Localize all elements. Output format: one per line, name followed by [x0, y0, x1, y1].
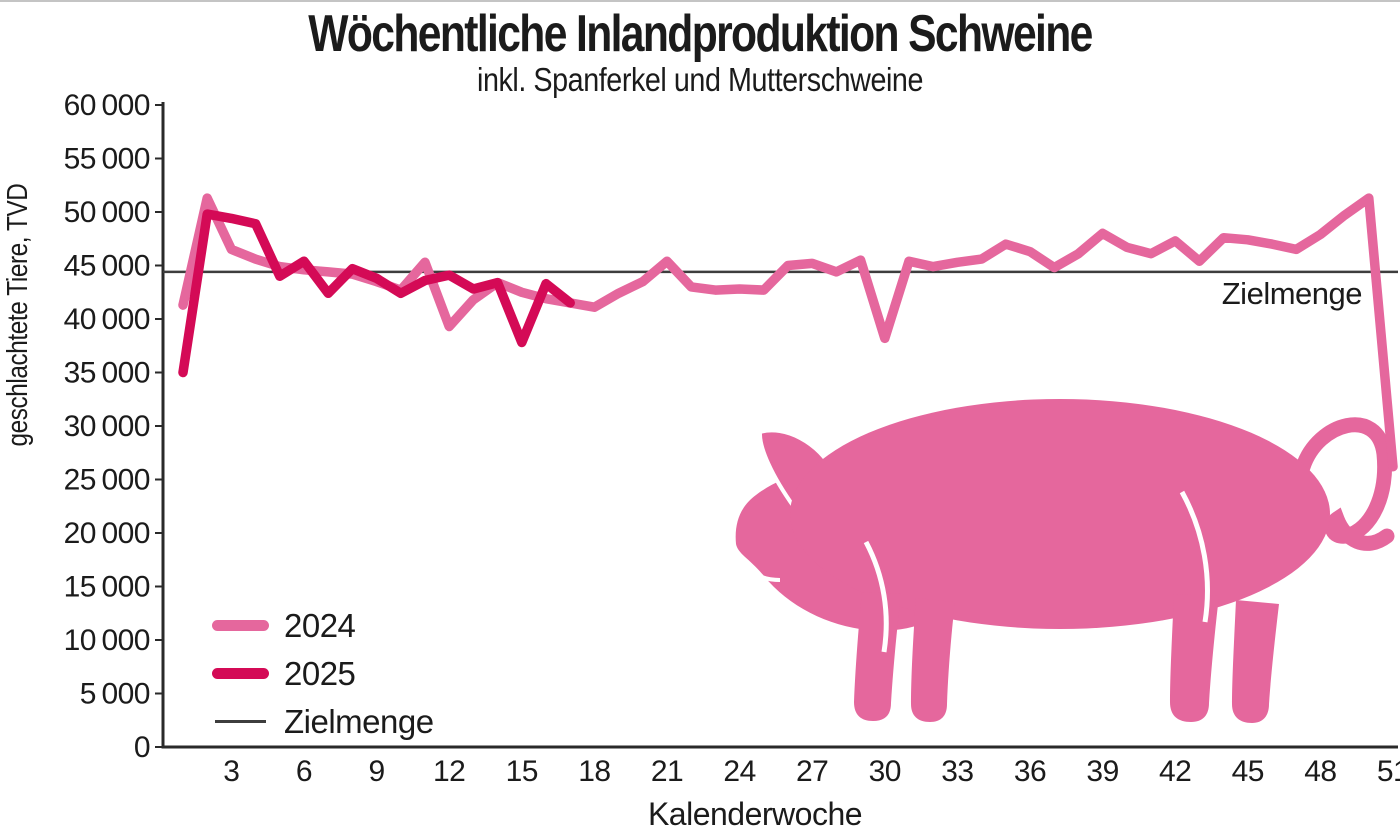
legend-item-2024: 2024: [212, 601, 434, 649]
x-tick-label: 51: [1377, 755, 1400, 788]
y-tick-label: 40 000: [64, 303, 150, 336]
chart-subtitle: inkl. Spanferkel und Mutterschweine: [477, 61, 923, 98]
x-tick-label: 3: [223, 755, 239, 788]
pig-hind-leg-1: [1170, 594, 1219, 722]
legend-item-2025: 2025: [212, 649, 434, 697]
legend-swatch-zielmenge: [215, 719, 266, 723]
x-tick-label: 24: [723, 755, 755, 788]
legend-swatch-2024: [212, 619, 269, 631]
pig-front-leg-1: [854, 592, 901, 721]
target-line-annotation: Zielmenge: [1221, 276, 1363, 311]
y-tick-label: 25 000: [64, 464, 150, 497]
y-tick-label: 45 000: [64, 250, 150, 283]
x-tick-label: 12: [433, 755, 465, 788]
legend: 2024 2025 Zielmenge: [212, 601, 434, 745]
axes: 0 5 000 10 000 15 000 20 000 25 000 30 000 35 0…: [64, 89, 1400, 788]
y-tick-label: 35 000: [64, 357, 150, 390]
x-tick-label: 42: [1159, 755, 1191, 788]
y-tick-label: 10 000: [64, 624, 150, 657]
x-tick-label: 27: [796, 755, 828, 788]
x-tick-label: 18: [578, 755, 610, 788]
y-tick-label: 5 000: [80, 678, 150, 711]
chart-title: Wöchentliche Inlandproduktion Schweine: [308, 5, 1093, 63]
legend-swatch-2025: [212, 667, 269, 679]
x-tick-label: 39: [1086, 755, 1118, 788]
x-tick-label: 36: [1014, 755, 1046, 788]
pig-shoulder-crease: [863, 540, 889, 653]
legend-label-2025: 2025: [284, 654, 356, 692]
y-tick-label: 55 000: [64, 143, 150, 176]
series-line-2025: [178, 209, 575, 378]
y-tick-label: 20 000: [64, 517, 150, 550]
data-series: [178, 193, 1398, 472]
pig-mouth-line: [739, 560, 781, 582]
x-tick-label: 21: [651, 755, 683, 788]
y-tick-label: 50 000: [64, 196, 150, 229]
x-tick-label: 30: [869, 755, 901, 788]
pig-tail: [1295, 417, 1395, 551]
pig-hind-leg-2: [1232, 600, 1279, 723]
y-tick-label: 15 000: [64, 571, 150, 604]
pig-hip-crease: [1179, 490, 1210, 623]
pig-silhouette-icon: [735, 399, 1395, 723]
legend-item-zielmenge: Zielmenge: [212, 697, 434, 745]
x-tick-label: 33: [941, 755, 973, 788]
x-tick-label: 6: [296, 755, 312, 788]
pig-front-leg-2: [911, 598, 955, 722]
legend-label-2024: 2024: [284, 606, 356, 644]
x-tick-label: 9: [369, 755, 385, 788]
x-tick-label: 15: [506, 755, 538, 788]
y-tick-label: 60 000: [64, 89, 150, 122]
x-axis-label: Kalenderwoche: [647, 796, 863, 832]
x-tick-label: 48: [1304, 755, 1336, 788]
y-tick-label: 30 000: [64, 410, 150, 443]
x-tick-label: 45: [1232, 755, 1264, 788]
legend-label-zielmenge: Zielmenge: [284, 702, 434, 740]
y-tick-label: 0: [134, 731, 150, 764]
pig-body: [790, 399, 1330, 629]
